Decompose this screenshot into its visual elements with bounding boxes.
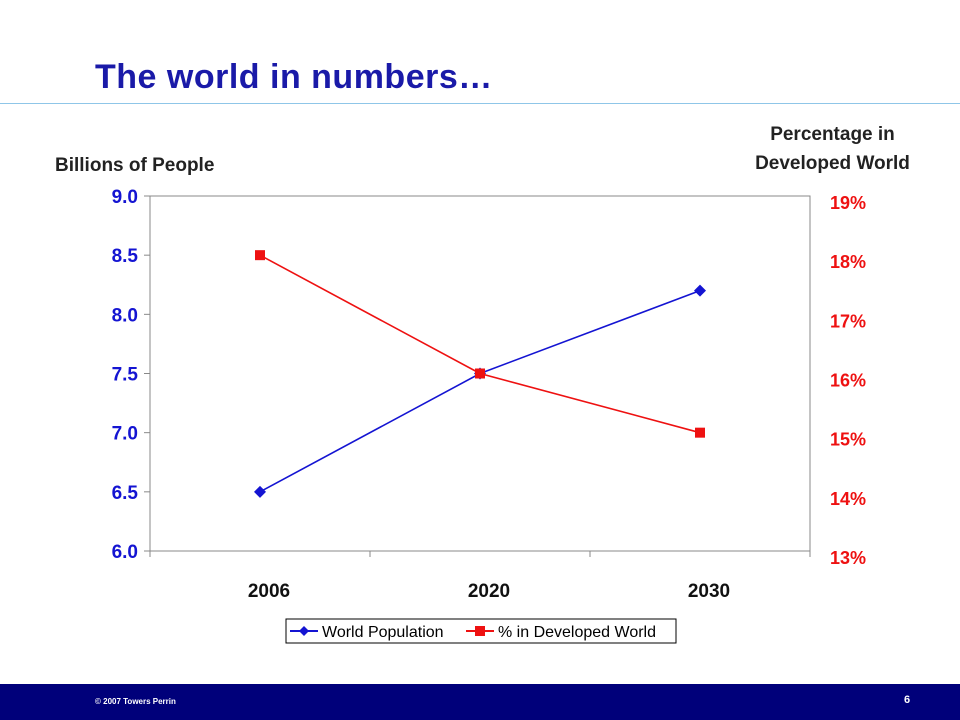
y-tick-label: 6.5: [112, 483, 139, 504]
copyright-text: © 2007 Towers Perrin: [95, 697, 176, 706]
y-tick-label: 9.0: [112, 187, 138, 208]
y-right-tick-label: 16%: [830, 371, 866, 391]
y-right-tick-label: 14%: [830, 489, 866, 509]
y-right-tick-label: 15%: [830, 430, 866, 450]
data-point-developed-world: [255, 250, 265, 261]
y-tick-label: 6.0: [112, 542, 138, 563]
left-axis-title: Billions of People: [55, 155, 215, 176]
y-right-tick-label: 17%: [830, 311, 866, 331]
right-axis-title: Percentage in Developed World: [755, 124, 910, 174]
legend-label: % in Developed World: [498, 624, 656, 641]
y-right-tick-label: 19%: [830, 193, 866, 213]
x-tick-label: 2006: [248, 581, 290, 602]
y-tick-label: 8.5: [112, 246, 139, 267]
x-tick-label: 2030: [688, 581, 730, 602]
title-divider: [0, 103, 960, 104]
legend-label: World Population: [322, 624, 444, 641]
y-right-tick-label: 18%: [830, 252, 866, 272]
footer-bar: [0, 684, 960, 720]
data-point-world-population: [254, 485, 266, 498]
y-tick-label: 7.5: [112, 365, 139, 386]
legend-marker-square: [475, 626, 485, 636]
population-chart: 6.0 6.5 7.0 7.5 8.0 8.5 9.0 13% 14% 15% 16% 17% 18% 1…: [112, 187, 866, 644]
data-point-developed-world: [695, 427, 705, 438]
series-line-world-population: [259, 289, 701, 493]
series-line-developed-world: [259, 254, 701, 434]
page-number: 6: [904, 694, 911, 706]
slide-title: The world in numbers…: [95, 58, 493, 96]
y-right-tick-label: 13%: [830, 548, 866, 568]
y-tick-label: 8.0: [112, 305, 138, 326]
y-tick-label: 7.0: [112, 424, 138, 445]
x-tick-label: 2020: [468, 581, 510, 602]
data-point-world-population: [694, 284, 706, 297]
legend-marker-diamond: [299, 626, 309, 636]
data-point-developed-world: [475, 368, 485, 379]
